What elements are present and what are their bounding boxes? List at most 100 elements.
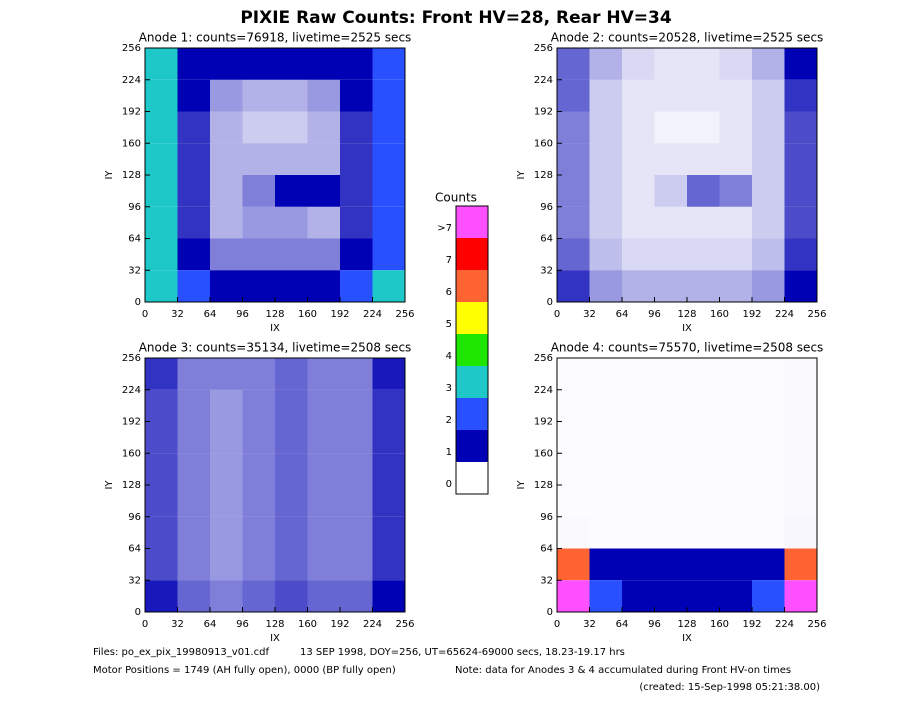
y-tick-label: 192 [534,417,553,428]
heat-cell [275,143,308,175]
footer-created: (created: 15-Sep-1998 05:21:38.00) [639,682,820,693]
heat-cell [622,453,655,485]
heat-cell [145,580,178,612]
x-tick-label: 256 [807,309,826,320]
x-tick-label: 224 [775,619,794,630]
heat-cell [307,206,340,239]
heat-cell [622,485,655,517]
heat-cell [655,517,688,549]
heat-cell [340,421,373,454]
heat-cell [372,270,405,302]
heat-cell [654,175,687,207]
heat-cell [307,358,340,390]
heat-cell [719,270,752,302]
heat-cell [177,453,210,485]
colorbar-label: 2 [446,415,452,426]
x-tick-label: 64 [616,309,629,320]
heat-cell [307,48,340,80]
y-tick-label: 256 [122,353,141,364]
y-tick-label: 160 [122,448,141,459]
heat-cell [340,358,373,390]
heat-cell [340,48,373,80]
x-axis-label: IX [682,323,692,334]
heat-cell [340,79,373,112]
x-tick-label: 96 [236,619,249,630]
heat-cell [752,111,785,144]
heat-cell [784,143,817,175]
y-tick-label: 160 [122,138,141,149]
heat-cell [557,390,590,422]
colorbar-label: 3 [446,383,452,394]
heat-cell [557,358,590,390]
x-tick-label: 256 [807,619,826,630]
heat-cell [622,548,655,581]
heat-cell [340,485,373,517]
heat-cell [589,48,622,80]
x-tick-label: 64 [204,309,217,320]
heat-cell [784,175,817,207]
heat-cell [242,175,275,207]
heat-cell [372,238,405,271]
heat-cell [340,516,373,549]
x-tick-label: 64 [204,619,217,630]
heat-cell [655,453,688,485]
y-tick-label: 96 [540,512,553,523]
y-tick-label: 64 [128,234,141,245]
heat-cell [687,206,720,239]
colorbar-label: 7 [446,255,452,266]
heat-cell [340,453,373,485]
heat-cell [590,485,623,517]
heat-cell [719,48,752,80]
heat-cell [275,175,308,207]
x-tick-label: 192 [330,309,349,320]
heat-cell [210,453,243,485]
heat-cell [177,79,210,112]
heat-cell [622,111,655,144]
heat-cell [785,517,818,549]
heat-cell [307,485,340,517]
heat-cell [275,580,308,612]
y-tick-label: 64 [540,234,553,245]
heat-cell [275,270,308,302]
heat-cell [589,548,622,581]
heat-cell [210,238,243,271]
heat-cell [590,422,623,454]
heat-cell [622,270,655,302]
heat-cell [275,421,308,454]
heat-cell [687,238,720,271]
y-tick-label: 32 [128,265,141,276]
x-tick-label: 224 [363,619,382,630]
panel-title: Anode 1: counts=76918, livetime=2525 sec… [139,31,412,45]
heat-cell [622,79,655,112]
heat-cell [720,422,753,454]
colorbar-cell [456,270,488,302]
heat-cell [145,206,178,239]
heat-cell [622,358,655,390]
y-tick-label: 96 [540,202,553,213]
heat-cell [752,390,785,422]
heat-cell [372,206,405,239]
heat-cell [622,175,655,207]
y-tick-label: 32 [540,575,553,586]
heat-cell [210,175,243,207]
x-tick-label: 160 [298,619,317,630]
heat-cell [242,111,275,144]
y-tick-label: 256 [122,43,141,54]
heat-cell [784,111,817,144]
x-tick-label: 0 [142,619,148,630]
y-tick-label: 32 [540,265,553,276]
heat-cell [340,175,373,207]
heat-cell [210,206,243,239]
heat-cell [622,143,655,175]
x-tick-label: 64 [616,619,629,630]
colorbar-cell [456,206,488,238]
heat-cell [372,175,405,207]
colorbar-cell [456,398,488,430]
y-tick-label: 128 [122,170,141,181]
heat-cell [589,206,622,239]
heat-cell [557,485,590,517]
y-tick-label: 128 [534,170,553,181]
heat-cell [307,548,340,581]
heat-cell [177,421,210,454]
heat-cell [372,358,405,390]
